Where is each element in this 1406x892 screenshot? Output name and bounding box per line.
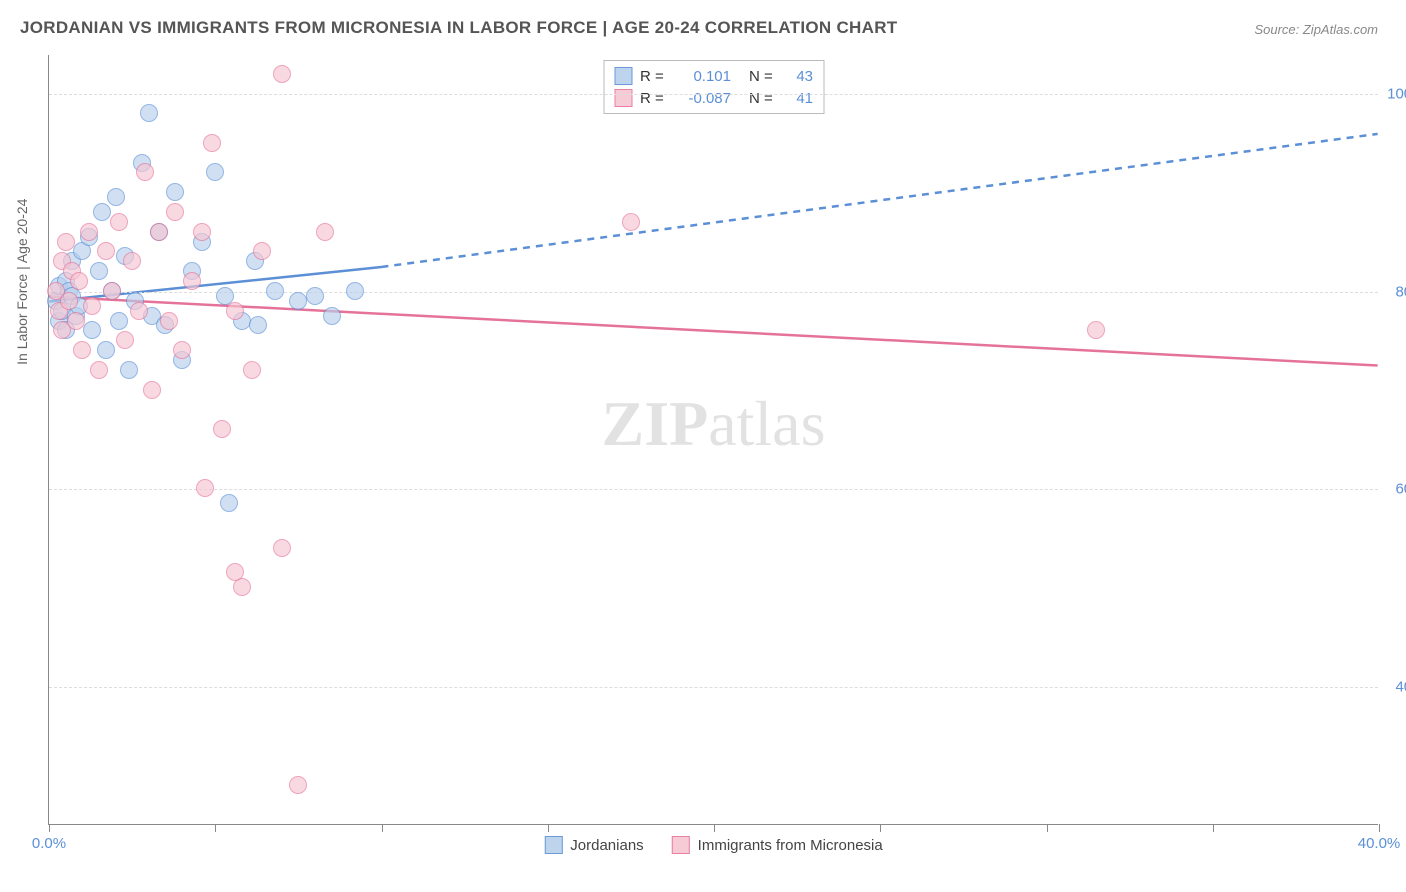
data-point bbox=[273, 539, 291, 557]
data-point bbox=[140, 104, 158, 122]
trend-lines-layer bbox=[49, 55, 1378, 824]
x-tick bbox=[1047, 824, 1048, 832]
stat-value-n: 41 bbox=[785, 90, 813, 107]
data-point bbox=[103, 282, 121, 300]
x-tick-label: 40.0% bbox=[1358, 835, 1401, 852]
trend-line-solid bbox=[49, 297, 1377, 366]
y-tick-label: 60.0% bbox=[1395, 481, 1406, 498]
data-point bbox=[622, 213, 640, 231]
stat-value-n: 43 bbox=[785, 68, 813, 85]
data-point bbox=[166, 183, 184, 201]
stat-label-n: N = bbox=[749, 68, 777, 85]
x-tick bbox=[714, 824, 715, 832]
data-point bbox=[249, 316, 267, 334]
legend-label: Jordanians bbox=[570, 837, 643, 854]
stat-label-n: N = bbox=[749, 90, 777, 107]
y-tick-label: 80.0% bbox=[1395, 283, 1406, 300]
data-point bbox=[306, 287, 324, 305]
data-point bbox=[110, 312, 128, 330]
stat-value-r: -0.087 bbox=[676, 90, 731, 107]
x-tick bbox=[382, 824, 383, 832]
data-point bbox=[203, 134, 221, 152]
data-point bbox=[220, 494, 238, 512]
stat-label-r: R = bbox=[640, 68, 668, 85]
x-tick bbox=[1379, 824, 1380, 832]
data-point bbox=[60, 292, 78, 310]
data-point bbox=[323, 307, 341, 325]
grid-line bbox=[49, 687, 1378, 688]
data-point bbox=[136, 163, 154, 181]
chart-title: JORDANIAN VS IMMIGRANTS FROM MICRONESIA … bbox=[20, 18, 897, 38]
source-label: Source: ZipAtlas.com bbox=[1254, 22, 1378, 37]
y-tick-label: 100.0% bbox=[1387, 86, 1406, 103]
stat-row: R = 0.101 N = 43 bbox=[614, 65, 813, 87]
x-tick bbox=[1213, 824, 1214, 832]
grid-line bbox=[49, 489, 1378, 490]
data-point bbox=[97, 242, 115, 260]
data-point bbox=[130, 302, 148, 320]
correlation-stats-legend: R = 0.101 N = 43 R = -0.087 N = 41 bbox=[603, 60, 824, 114]
legend-item: Jordanians bbox=[544, 836, 643, 854]
data-point bbox=[273, 65, 291, 83]
data-point bbox=[57, 233, 75, 251]
data-point bbox=[193, 223, 211, 241]
plot-area: ZIPatlas R =0.101N =43R =-0.087N =41 Jor… bbox=[48, 55, 1378, 825]
data-point bbox=[90, 361, 108, 379]
trend-line-dashed bbox=[381, 134, 1377, 267]
x-tick bbox=[548, 824, 549, 832]
data-point bbox=[173, 341, 191, 359]
grid-line bbox=[49, 94, 1378, 95]
data-point bbox=[116, 331, 134, 349]
data-point bbox=[196, 479, 214, 497]
legend-label: Immigrants from Micronesia bbox=[698, 837, 883, 854]
data-point bbox=[289, 776, 307, 794]
x-tick bbox=[215, 824, 216, 832]
data-point bbox=[80, 223, 98, 241]
data-point bbox=[107, 188, 125, 206]
data-point bbox=[206, 163, 224, 181]
legend-item: Immigrants from Micronesia bbox=[672, 836, 883, 854]
data-point bbox=[243, 361, 261, 379]
stat-label-r: R = bbox=[640, 90, 668, 107]
data-point bbox=[226, 302, 244, 320]
data-point bbox=[213, 420, 231, 438]
data-point bbox=[120, 361, 138, 379]
legend-swatch bbox=[672, 836, 690, 854]
data-point bbox=[97, 341, 115, 359]
data-point bbox=[83, 321, 101, 339]
series-legend: Jordanians Immigrants from Micronesia bbox=[544, 836, 882, 854]
data-point bbox=[93, 203, 111, 221]
data-point bbox=[143, 381, 161, 399]
legend-swatch bbox=[614, 89, 632, 107]
y-axis-title: In Labor Force | Age 20-24 bbox=[14, 199, 30, 365]
data-point bbox=[73, 341, 91, 359]
data-point bbox=[67, 312, 85, 330]
stat-row: R = -0.087 N = 41 bbox=[614, 87, 813, 109]
x-tick bbox=[880, 824, 881, 832]
data-point bbox=[253, 242, 271, 260]
legend-swatch bbox=[614, 67, 632, 85]
data-point bbox=[346, 282, 364, 300]
data-point bbox=[150, 223, 168, 241]
data-point bbox=[266, 282, 284, 300]
y-tick-label: 40.0% bbox=[1395, 678, 1406, 695]
data-point bbox=[316, 223, 334, 241]
chart-container: JORDANIAN VS IMMIGRANTS FROM MICRONESIA … bbox=[0, 0, 1406, 892]
legend-swatch bbox=[544, 836, 562, 854]
data-point bbox=[160, 312, 178, 330]
data-point bbox=[83, 297, 101, 315]
data-point bbox=[226, 563, 244, 581]
x-tick bbox=[49, 824, 50, 832]
data-point bbox=[110, 213, 128, 231]
data-point bbox=[90, 262, 108, 280]
grid-line bbox=[49, 292, 1378, 293]
x-tick-label: 0.0% bbox=[32, 835, 66, 852]
data-point bbox=[289, 292, 307, 310]
data-point bbox=[1087, 321, 1105, 339]
data-point bbox=[183, 272, 201, 290]
data-point bbox=[70, 272, 88, 290]
stat-value-r: 0.101 bbox=[676, 68, 731, 85]
data-point bbox=[123, 252, 141, 270]
data-point bbox=[166, 203, 184, 221]
